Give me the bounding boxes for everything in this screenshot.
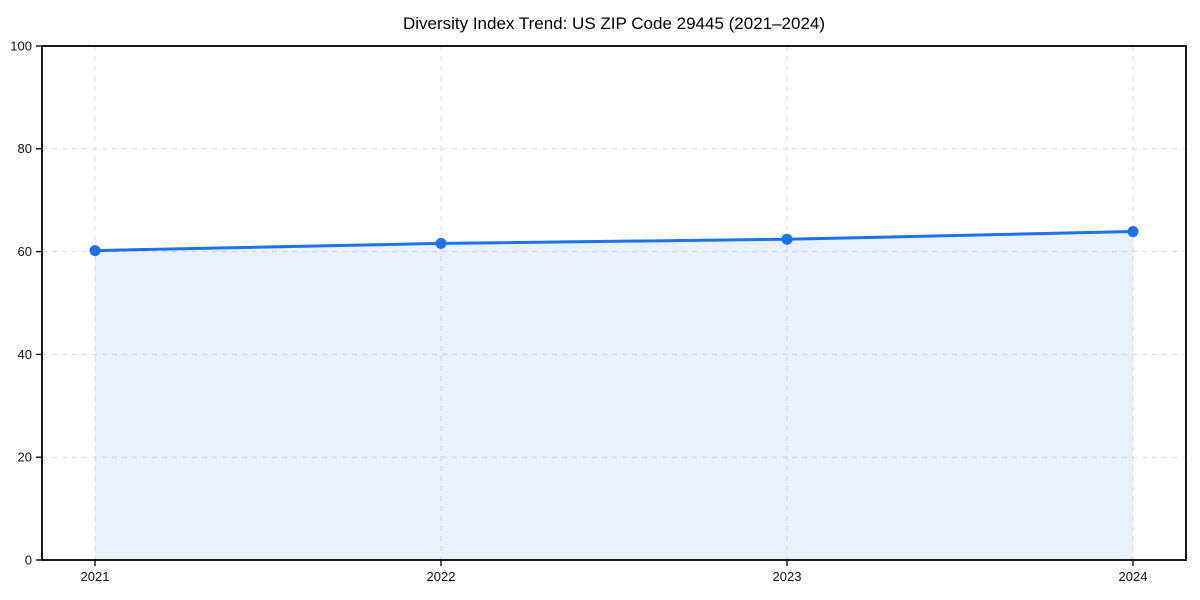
y-tick-label: 20 — [18, 450, 32, 465]
x-tick-label: 2021 — [81, 569, 110, 584]
data-point — [89, 245, 101, 257]
data-point — [435, 237, 447, 249]
y-tick-label: 0 — [25, 552, 32, 567]
chart-title: Diversity Index Trend: US ZIP Code 29445… — [402, 14, 826, 33]
area-fill — [95, 231, 1133, 560]
x-tick-label: 2023 — [773, 569, 802, 584]
x-tick-label: 2024 — [1119, 569, 1148, 584]
y-tick-label: 40 — [18, 347, 32, 362]
data-point — [781, 233, 793, 245]
y-tick-label: 60 — [18, 244, 32, 259]
data-point — [1127, 226, 1139, 238]
x-tick-label: 2022 — [427, 569, 456, 584]
trend-line — [93, 230, 1135, 253]
axis-spines — [41, 45, 1187, 561]
y-tick-label: 100 — [10, 38, 32, 53]
y-tick-label: 80 — [18, 141, 32, 156]
